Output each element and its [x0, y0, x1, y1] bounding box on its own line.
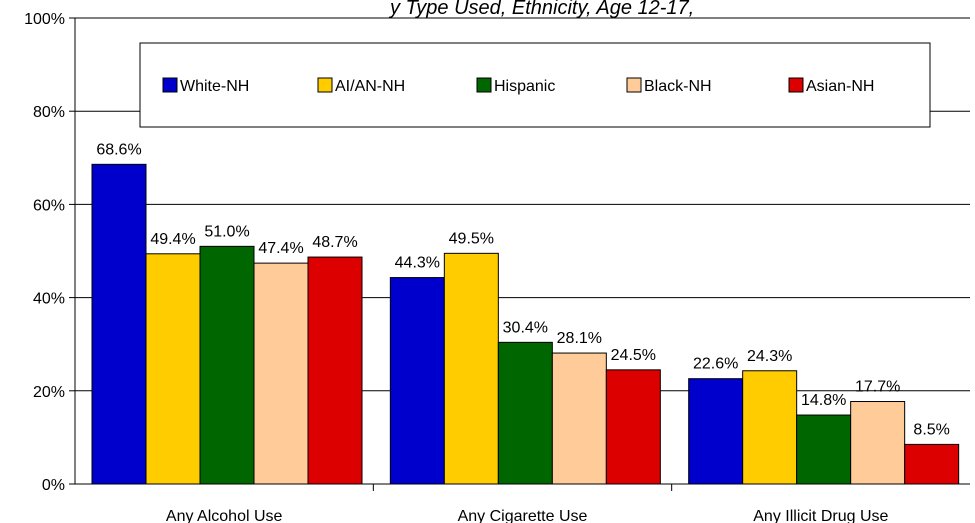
legend-swatch	[476, 77, 492, 93]
data-label: 68.6%	[96, 141, 141, 158]
category-label: Any Alcohol Use	[166, 508, 283, 523]
bar	[904, 443, 960, 485]
data-label: 47.4%	[258, 240, 303, 257]
data-label: 28.1%	[557, 330, 602, 347]
data-label: 24.3%	[747, 348, 792, 365]
y-tick-label: 40%	[33, 291, 65, 308]
data-labels: 68.6% 49.4% 51.0% 47.4% 48.7% 44.3% 49.5% 30.4%…	[96, 141, 950, 438]
category-label: Any Illicit Drug Use	[753, 508, 888, 523]
y-tick-label: 80%	[33, 104, 65, 121]
bar	[199, 245, 255, 485]
bar	[307, 256, 363, 485]
bar	[551, 352, 607, 485]
legend-swatch	[162, 77, 178, 93]
legend: White-NH AI/AN-NH Hispanic Black-NH Asian-NH	[139, 42, 931, 128]
bar	[850, 401, 906, 485]
data-label: 30.4%	[503, 319, 548, 336]
bar	[796, 414, 852, 485]
y-tick-label: 100%	[24, 11, 65, 28]
data-label: 8.5%	[913, 421, 949, 438]
bars	[91, 163, 960, 485]
y-tick-label: 0%	[42, 477, 65, 494]
data-label: 14.8%	[801, 392, 846, 409]
legend-label: Hispanic	[494, 78, 555, 95]
bar	[91, 163, 147, 485]
bar	[688, 378, 744, 485]
data-label: 49.4%	[150, 231, 195, 248]
y-tick-label: 60%	[33, 197, 65, 214]
chart-title-fragment: y Type Used, Ethnicity, Age 12-17,	[388, 0, 694, 19]
legend-label: AI/AN-NH	[335, 78, 405, 95]
legend-label: Black-NH	[644, 78, 712, 95]
y-tick-label: 20%	[33, 384, 65, 401]
legend-swatch	[788, 77, 804, 93]
legend-label: White-NH	[180, 78, 249, 95]
data-label: 51.0%	[204, 223, 249, 240]
legend-label: Asian-NH	[806, 78, 874, 95]
data-label: 22.6%	[693, 356, 738, 373]
data-label: 44.3%	[395, 255, 440, 272]
category-label: Any Cigarette Use	[458, 508, 588, 523]
bar	[389, 277, 445, 485]
legend-swatch	[317, 77, 333, 93]
data-label: 17.7%	[855, 379, 900, 396]
bar	[605, 369, 661, 485]
bar	[443, 252, 499, 485]
legend-swatch	[626, 77, 642, 93]
data-label: 24.5%	[611, 347, 656, 364]
data-label: 49.5%	[449, 230, 494, 247]
bar	[497, 341, 553, 485]
bar	[253, 262, 309, 485]
axes: 0% 20% 40% 60% 80% 100% Any Alcohol Use Any Cig…	[24, 11, 970, 523]
data-label: 48.7%	[312, 234, 357, 251]
bar	[145, 253, 201, 485]
bar	[742, 370, 798, 485]
